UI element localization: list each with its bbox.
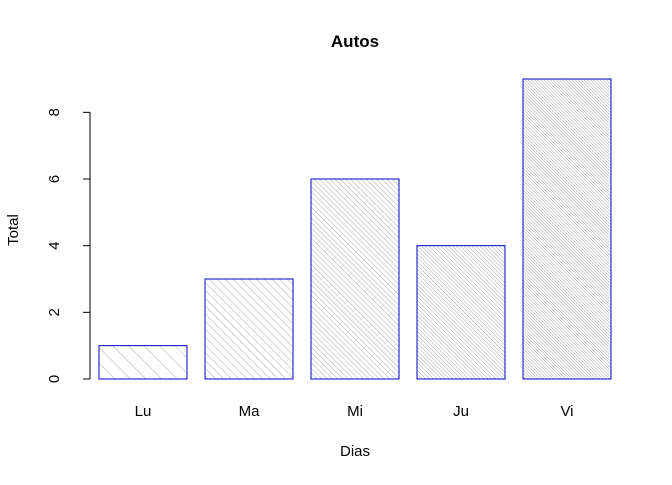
bar: [204, 278, 294, 380]
bar-fill: [311, 179, 399, 379]
y-tick-label: 2: [46, 308, 63, 316]
bar-fill: [99, 345, 187, 379]
bars-group: [98, 78, 612, 380]
bar-fill: [417, 245, 505, 379]
bar: [522, 78, 612, 380]
y-tick-label: 0: [46, 375, 63, 383]
bar: [310, 178, 400, 380]
y-tick-label: 4: [46, 241, 63, 249]
chart-title: Autos: [331, 32, 379, 51]
x-category-label: Mi: [347, 403, 363, 420]
bar-fill: [205, 279, 293, 379]
y-tick-label: 6: [46, 175, 63, 183]
y-axis-label: Total: [5, 214, 22, 246]
bar-fill: [523, 79, 611, 379]
x-category-label: Lu: [135, 403, 152, 420]
x-category-label: Ju: [453, 403, 469, 420]
x-category-label: Ma: [239, 403, 260, 420]
y-axis: 0 2 4 6 8: [46, 108, 91, 383]
x-category-label: Vi: [560, 403, 573, 420]
bar: [98, 345, 188, 380]
x-axis-label: Dias: [340, 443, 370, 460]
y-tick-label: 8: [46, 108, 63, 116]
bar: [416, 245, 506, 380]
category-labels: Lu Ma Mi Ju Vi: [135, 403, 574, 420]
